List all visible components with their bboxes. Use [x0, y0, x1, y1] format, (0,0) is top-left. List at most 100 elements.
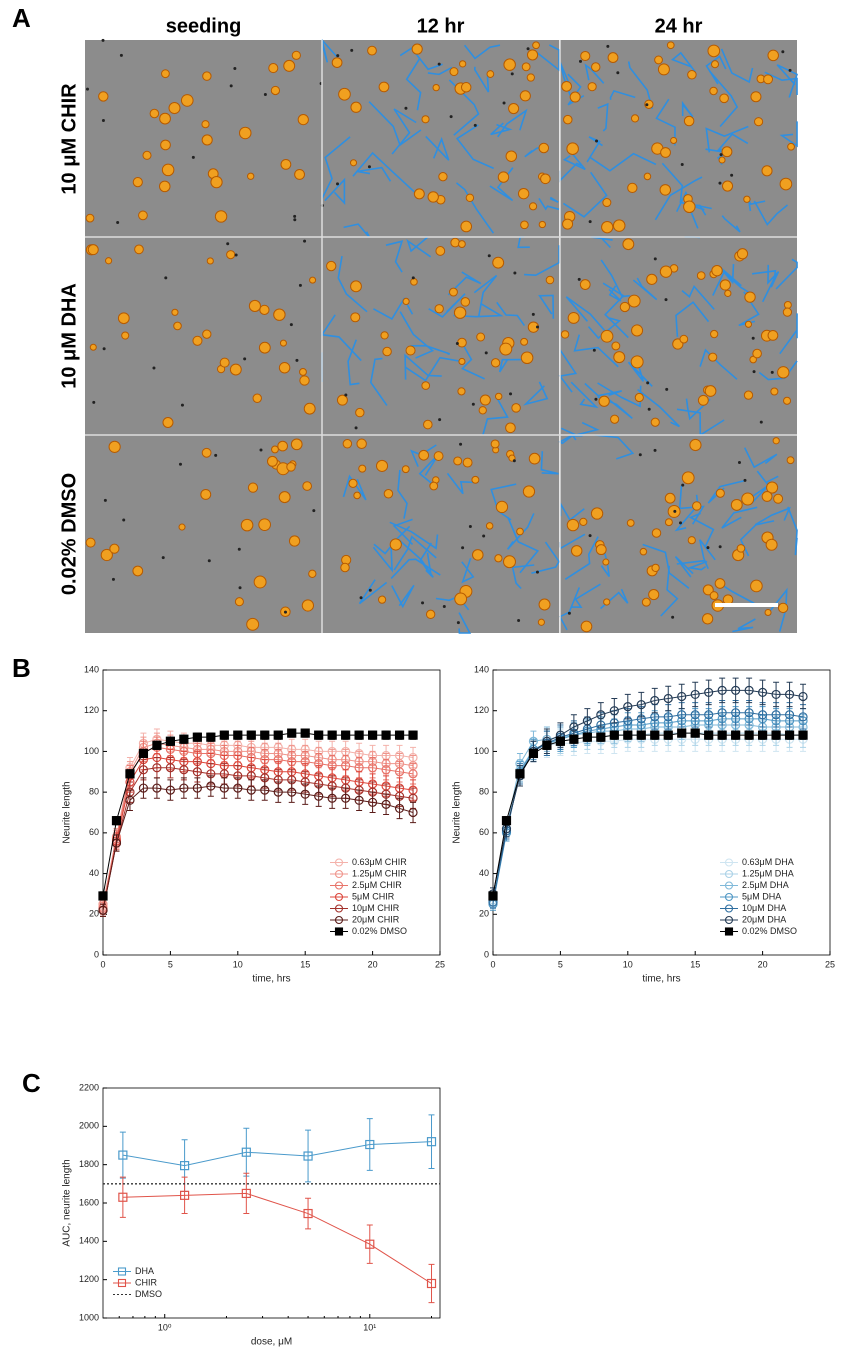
debris — [718, 182, 721, 185]
debris — [164, 276, 167, 279]
cell — [780, 178, 792, 190]
x-tick-label: 25 — [825, 959, 835, 969]
debris — [264, 93, 267, 96]
debris — [181, 404, 184, 407]
legend-label: 1.25μM DHA — [742, 868, 794, 878]
cell — [493, 257, 504, 268]
debris — [752, 337, 755, 340]
cell — [518, 188, 528, 198]
marker — [489, 892, 497, 900]
cell — [712, 265, 722, 275]
cell — [337, 395, 347, 405]
cell — [710, 87, 717, 94]
cell — [742, 493, 754, 505]
cell — [744, 391, 752, 399]
legend-label: 5μM CHIR — [352, 891, 395, 901]
cell — [272, 446, 279, 453]
debris — [259, 449, 262, 452]
cell — [460, 61, 466, 67]
debris — [299, 284, 302, 287]
marker — [556, 737, 564, 745]
debris — [616, 71, 619, 74]
cell — [778, 367, 789, 378]
debris — [469, 525, 472, 528]
cell — [612, 342, 620, 350]
cell — [688, 537, 695, 544]
debris — [671, 616, 674, 619]
row-header: 10 μM DHA — [58, 283, 80, 389]
cell — [99, 92, 108, 101]
cell — [784, 301, 791, 308]
cell — [705, 386, 716, 397]
cell — [731, 499, 742, 510]
cell — [720, 94, 729, 103]
cell — [596, 545, 606, 555]
cell — [611, 415, 619, 423]
x-tick-label: 10¹ — [363, 1322, 376, 1332]
error-bar — [598, 703, 604, 727]
cell — [351, 281, 362, 292]
cell — [753, 349, 762, 358]
cell — [762, 492, 772, 502]
cell — [652, 564, 659, 571]
cell — [768, 50, 779, 61]
debris — [152, 367, 155, 370]
debris — [192, 156, 195, 159]
cell — [302, 600, 313, 611]
debris — [681, 484, 684, 487]
cell — [412, 44, 422, 54]
cell — [623, 239, 634, 250]
legend-label: 2.5μM DHA — [742, 880, 789, 890]
cell — [339, 88, 351, 100]
debris — [536, 571, 539, 574]
cell — [655, 56, 663, 64]
debris — [509, 392, 512, 395]
marker — [382, 731, 390, 739]
cell — [570, 92, 580, 102]
legend-label: DHA — [135, 1266, 154, 1276]
debris — [606, 45, 609, 48]
marker — [705, 731, 713, 739]
debris — [104, 499, 107, 502]
legend-label: 0.63μM DHA — [742, 857, 794, 867]
cell — [211, 176, 222, 187]
cell — [267, 456, 277, 466]
x-axis-label: dose, μM — [251, 1337, 292, 1348]
cell — [521, 221, 529, 229]
row-header: 10 μM CHIR — [58, 83, 80, 195]
cell — [651, 418, 659, 426]
marker — [355, 731, 363, 739]
y-tick-label: 2200 — [79, 1082, 99, 1092]
cell — [436, 247, 445, 256]
cell — [406, 346, 415, 355]
cell — [509, 103, 519, 113]
marker — [502, 817, 510, 825]
marker — [99, 892, 107, 900]
cell — [403, 298, 409, 304]
debris — [485, 351, 488, 354]
cell — [504, 556, 516, 568]
marker — [651, 731, 659, 739]
cell — [698, 395, 708, 405]
cell — [667, 42, 674, 49]
cell — [254, 576, 266, 588]
marker — [193, 733, 201, 741]
cell — [300, 376, 309, 385]
cell — [486, 523, 492, 529]
marker — [342, 731, 350, 739]
cell — [665, 493, 675, 503]
y-tick-label: 80 — [89, 787, 99, 797]
debris — [646, 381, 649, 384]
cell — [422, 382, 430, 390]
column-header: 24 hr — [655, 15, 703, 37]
cell — [504, 59, 516, 71]
debris — [355, 426, 358, 429]
marker — [678, 729, 686, 737]
marker — [207, 733, 215, 741]
cell — [359, 465, 366, 472]
cell — [627, 520, 634, 527]
cell — [215, 211, 226, 222]
cell — [644, 173, 651, 180]
debris — [511, 72, 514, 75]
cell — [428, 192, 438, 202]
